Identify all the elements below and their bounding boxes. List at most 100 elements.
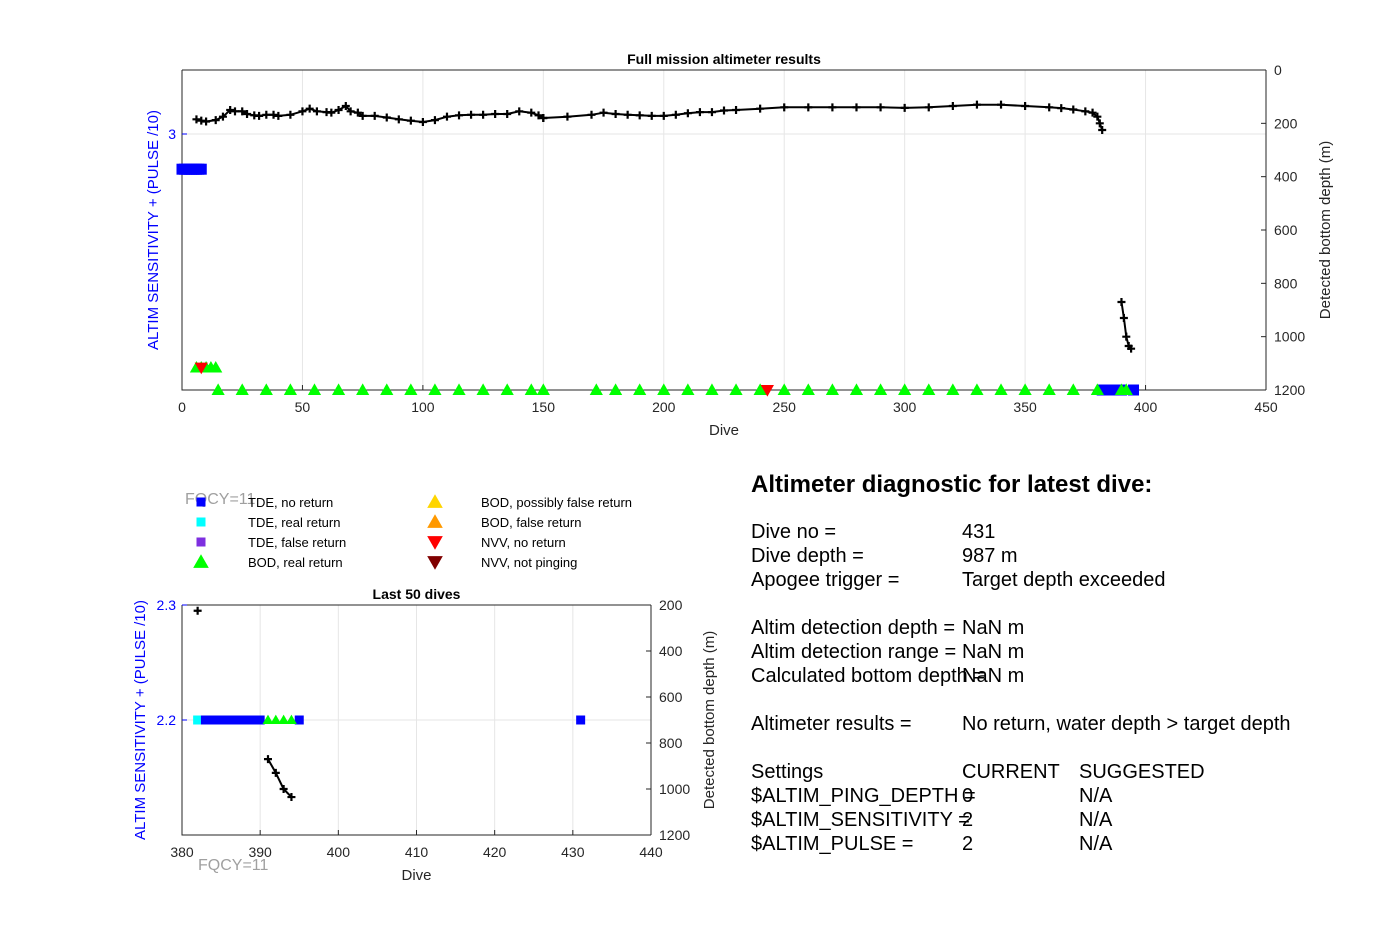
marker-tde-real-return (193, 715, 203, 725)
depth-point (563, 112, 572, 121)
legend-label: TDE, no return (248, 495, 333, 510)
depth-point (1093, 112, 1102, 121)
diagnostic-label: Altimeter results = (751, 713, 912, 735)
marker-bod-real-return (825, 383, 839, 395)
y-right-axis-label: Detected bottom depth (m) (701, 631, 718, 809)
settings-header: Settings (751, 761, 824, 783)
marker-tde-no-return (216, 715, 226, 725)
depth-point (491, 110, 500, 118)
x-tick-label: 100 (411, 399, 435, 415)
depth-point (707, 108, 716, 117)
depth-point (804, 103, 813, 112)
x-tick-label: 0 (178, 399, 186, 415)
y-left-axis-label: ALTIM SENSITIVITY + (PULSE /10) (132, 600, 149, 840)
y-right-tick-label: 800 (1274, 275, 1298, 291)
y-right-tick-label: 0 (1274, 62, 1282, 78)
depth-point (732, 106, 741, 114)
depth-point (695, 108, 704, 117)
y-left-tick-label: 3 (168, 126, 176, 142)
marker-bod-real-return (1066, 383, 1080, 395)
marker-bod-real-return (633, 383, 647, 395)
depth-point (193, 606, 202, 615)
x-tick-label: 250 (773, 399, 797, 415)
x-axis-label: Dive (401, 867, 431, 884)
depth-point (623, 110, 632, 119)
depth-point (353, 108, 362, 117)
marker-tde-no-return (1128, 384, 1140, 396)
marker-nvv-no-return (760, 385, 774, 397)
marker-bod-real-return (536, 383, 550, 395)
depth-point (211, 116, 220, 125)
diagnostic-value: NaN m (962, 665, 1025, 687)
full-mission-chart: 0 50 100 150 200 250 300 350 400 450 3 0 200 400 600 80… (145, 51, 1334, 439)
depth-point (274, 111, 283, 120)
diagnostic-label: Altim detection range = (751, 641, 957, 663)
legend-marker (196, 497, 206, 507)
y-right-tick-label: 1200 (659, 827, 690, 843)
marker-bod-real-return (307, 383, 322, 395)
depth-point (1045, 103, 1054, 112)
y-right-tick-label: 400 (659, 643, 683, 659)
y-right-tick-label: 200 (1274, 115, 1298, 131)
x-tick-label: 440 (639, 844, 663, 860)
legend-label: NVV, not pinging (481, 555, 577, 570)
settings-current-value: 2 (962, 833, 974, 855)
depth-point (599, 108, 608, 117)
marker-bod-real-return (1042, 383, 1056, 395)
marker-bod-real-return (705, 383, 719, 395)
chart-title: Last 50 dives (373, 586, 461, 602)
marker-bod-real-return (681, 383, 695, 395)
marker-bod-real-return (753, 383, 767, 395)
marker-tde-no-return (576, 715, 586, 725)
marker-bod-real-return (278, 714, 290, 725)
x-tick-label: 350 (1013, 399, 1037, 415)
x-tick-label: 450 (1254, 399, 1278, 415)
depth-point (503, 110, 512, 118)
x-axis-label: Dive (709, 422, 739, 439)
depth-point (327, 108, 336, 117)
x-tick-label: 400 (327, 844, 351, 860)
depth-point (255, 111, 264, 120)
marker-tde-no-return (224, 715, 234, 725)
x-tick-label: 410 (405, 844, 429, 860)
marker-bod-real-return (404, 383, 418, 395)
x-tick-label: 420 (483, 844, 507, 860)
depth-point (828, 103, 837, 112)
legend-marker (196, 517, 206, 527)
y-left-axis-label: ALTIM SENSITIVITY + (PULSE /10) (145, 110, 162, 350)
x-tick-label: 300 (893, 399, 917, 415)
marker-tde-no-return (240, 715, 250, 725)
chart-title: Full mission altimeter results (627, 51, 821, 67)
depth-point (455, 111, 464, 120)
y-left-tick-label: 2.3 (157, 597, 177, 613)
marker-bod-real-return (262, 714, 274, 725)
x-tick-label: 150 (532, 399, 556, 415)
settings-label: $ALTIM_SENSITIVITY = (751, 809, 970, 831)
y-right-tick-label: 200 (659, 597, 683, 613)
marker-nvv-no-return (194, 362, 208, 375)
diagnostic-label: Apogee trigger = (751, 569, 900, 591)
depth-point (358, 111, 367, 120)
marker-tde-no-return (294, 715, 304, 725)
depth-point (263, 755, 272, 764)
marker-bod-real-return (898, 383, 912, 395)
depth-point (341, 102, 350, 110)
marker-bod-real-return (500, 383, 514, 395)
depth-point (876, 103, 885, 112)
diagnostic-value: 431 (962, 521, 996, 543)
diagnostic-label: Calculated bottom depth = (751, 665, 986, 687)
depth-point (587, 110, 596, 119)
depth-line-segment (267, 758, 293, 798)
depth-point (226, 106, 235, 114)
x-tick-label: 390 (248, 844, 272, 860)
marker-bod-real-return (994, 383, 1008, 395)
depth-point (647, 111, 656, 120)
legend-label: BOD, real return (248, 555, 343, 570)
marker-bod-real-return (259, 383, 273, 395)
legend-marker (427, 536, 443, 550)
y-right-axis-label: Detected bottom depth (m) (1317, 141, 1334, 319)
depth-point (1098, 126, 1107, 134)
y-right-tick-label: 800 (659, 735, 683, 751)
